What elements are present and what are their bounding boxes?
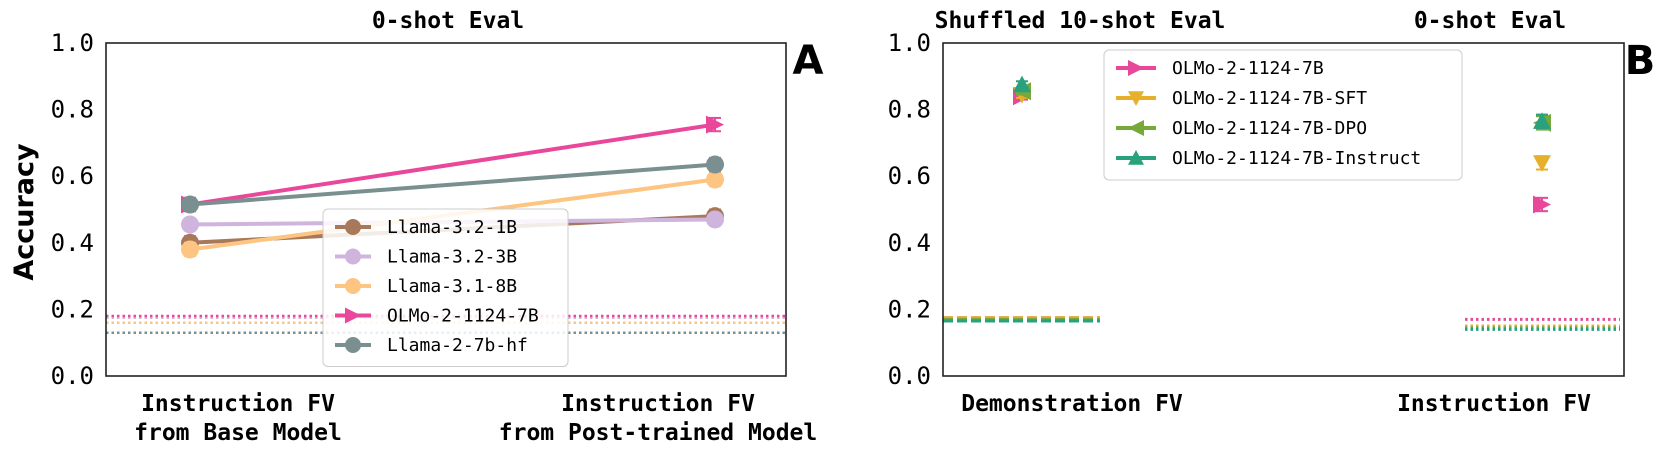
legend-swatch-marker — [345, 248, 361, 265]
legend-label: OLMo-2-1124-7B-Instruct — [1172, 148, 1421, 169]
legend-label: Llama-3.1-8B — [387, 276, 517, 297]
legend-swatch-marker — [1128, 120, 1144, 136]
legend-label: Llama-3.2-3B — [387, 247, 517, 268]
panel-b-title-left: Shuffled 10-shot Eval — [935, 8, 1226, 34]
baselines — [106, 314, 786, 334]
legend-label: OLMo-2-1124-7B — [1172, 58, 1324, 79]
panel-b-label: B — [1625, 38, 1656, 84]
x-category-label: Instruction FV — [141, 391, 335, 417]
data-point — [181, 215, 199, 234]
x-category-label: Demonstration FV — [961, 391, 1183, 417]
data-point — [1533, 112, 1551, 129]
data-point — [706, 115, 724, 134]
y-tick-label: 0.0 — [51, 362, 94, 390]
data-point — [181, 240, 199, 259]
x-category-label: from Post-trained Model — [499, 420, 818, 446]
panel-a: 0-shot Eval A Accuracy Instruction FV fr… — [9, 8, 824, 446]
y-tick-label: 0.2 — [888, 295, 931, 323]
baselines — [943, 316, 1620, 331]
data-point — [181, 195, 199, 214]
y-tick-label: 0.4 — [51, 229, 94, 257]
plot-frame — [942, 42, 1625, 377]
panel-a-label: A — [793, 38, 824, 84]
legend-label: OLMo-2-1124-7B-SFT — [1172, 88, 1367, 109]
y-tick-label: 1.0 — [51, 29, 94, 57]
y-tick-label: 0.8 — [888, 96, 931, 124]
legend: Llama-3.2-1B Llama-3.2-3B Llama-3.1-8B OLMo… — [322, 208, 569, 367]
legend-label: OLMo-2-1124-7B — [387, 306, 539, 327]
y-ticks: 0.0 0.2 0.4 0.6 0.8 1.0 — [888, 29, 931, 390]
series-line — [189, 122, 716, 207]
data-point — [706, 210, 724, 229]
y-tick-label: 0.4 — [888, 229, 931, 257]
legend-swatch-marker — [345, 278, 361, 294]
y-tick-label: 0.6 — [888, 162, 931, 190]
legend-label: Llama-3.2-1B — [387, 217, 517, 238]
y-ticks: 0.0 0.2 0.4 0.6 0.8 1.0 — [51, 29, 94, 390]
x-category-label: Instruction FV — [1397, 391, 1591, 417]
legend-swatch-marker — [345, 337, 361, 353]
data-point — [706, 170, 724, 189]
legend-label: OLMo-2-1124-7B-DPO — [1172, 118, 1367, 139]
y-tick-label: 0.2 — [51, 295, 94, 323]
y-tick-label: 1.0 — [888, 29, 931, 57]
legend-swatch-marker — [345, 307, 361, 324]
x-category-label: Instruction FV — [561, 391, 755, 417]
legend: OLMo-2-1124-7B OLMo-2-1124-7B-SFT OLMo-2-1… — [1103, 49, 1463, 181]
panel-b-title-right: 0-shot Eval — [1414, 8, 1566, 34]
data-point — [1533, 155, 1551, 172]
y-axis-label: Accuracy — [9, 143, 40, 281]
panel-a-title: 0-shot Eval — [372, 8, 524, 34]
plot-frame — [105, 42, 787, 377]
y-tick-label: 0.0 — [888, 362, 931, 390]
series-line — [189, 162, 716, 207]
legend-box — [322, 208, 569, 367]
legend-box — [1103, 49, 1463, 181]
legend-swatch-marker — [1128, 150, 1144, 165]
y-tick-label: 0.6 — [51, 162, 94, 190]
panel-b: Shuffled 10-shot Eval 0-shot Eval B Demo… — [888, 8, 1656, 417]
legend-label: Llama-2-7b-hf — [387, 335, 528, 356]
x-category-label: from Base Model — [134, 420, 342, 446]
series-marks — [1013, 75, 1551, 214]
data-point — [1533, 195, 1551, 214]
data-point — [1013, 75, 1031, 93]
y-tick-label: 0.8 — [51, 96, 94, 124]
legend-swatch-marker — [345, 219, 361, 235]
data-point — [706, 155, 724, 174]
legend-swatch-marker — [1128, 60, 1144, 76]
legend-swatch-marker — [1128, 91, 1144, 106]
series-marks — [181, 115, 724, 259]
